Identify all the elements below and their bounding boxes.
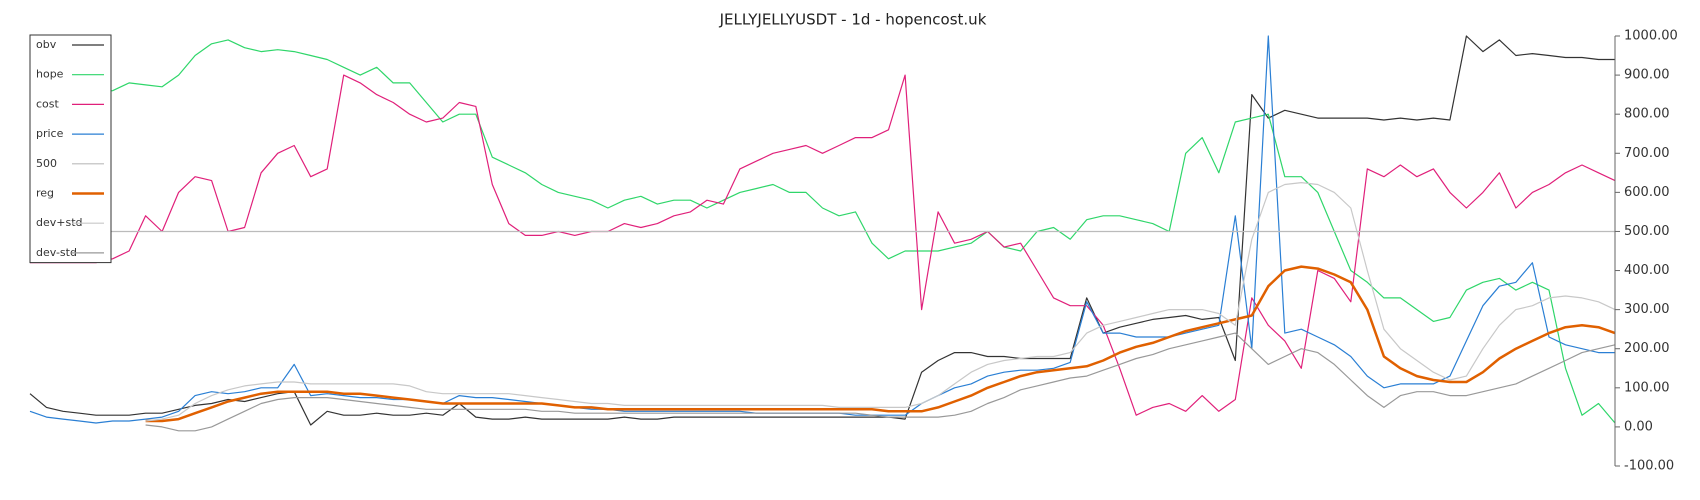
legend-label: cost	[36, 97, 60, 110]
y-tick-label: 300.00	[1624, 302, 1670, 317]
legend: obv hope cost price 500 reg dev+std dev-std	[29, 34, 112, 264]
legend-label: dev-std	[36, 246, 77, 259]
legend-label: hope	[36, 68, 64, 81]
y-axis: -100.00 0.00 100.00 200.00 300.00 400.00 500.0…	[1614, 29, 1678, 474]
y-tick-label: -100.00	[1624, 459, 1674, 474]
series-line	[29, 39, 1616, 424]
y-tick-label: 400.00	[1624, 263, 1670, 278]
chart-title: JELLYJELLYUSDT - 1d - hopencost.uk	[719, 11, 987, 29]
legend-label: 500	[36, 157, 57, 170]
y-tick-label: 100.00	[1624, 380, 1670, 395]
series-line	[145, 332, 1616, 432]
legend-label: dev+std	[36, 216, 83, 229]
series-line	[145, 182, 1616, 422]
y-tick-label: 700.00	[1624, 146, 1670, 161]
y-tick-label: 800.00	[1624, 107, 1670, 122]
series-line	[30, 74, 1616, 416]
series-line	[145, 265, 1616, 423]
y-tick-label: 600.00	[1624, 185, 1670, 200]
y-tick-label: 0.00	[1624, 419, 1653, 434]
y-tick-label: 500.00	[1624, 224, 1670, 239]
legend-box	[29, 34, 112, 264]
legend-label: reg	[36, 187, 54, 200]
y-tick-label: 900.00	[1624, 68, 1670, 83]
y-tick-label: 1000.00	[1624, 29, 1678, 44]
legend-label: price	[36, 127, 64, 140]
y-tick-label: 200.00	[1624, 341, 1670, 356]
legend-label: obv	[36, 38, 57, 51]
plot-area	[29, 35, 1616, 432]
